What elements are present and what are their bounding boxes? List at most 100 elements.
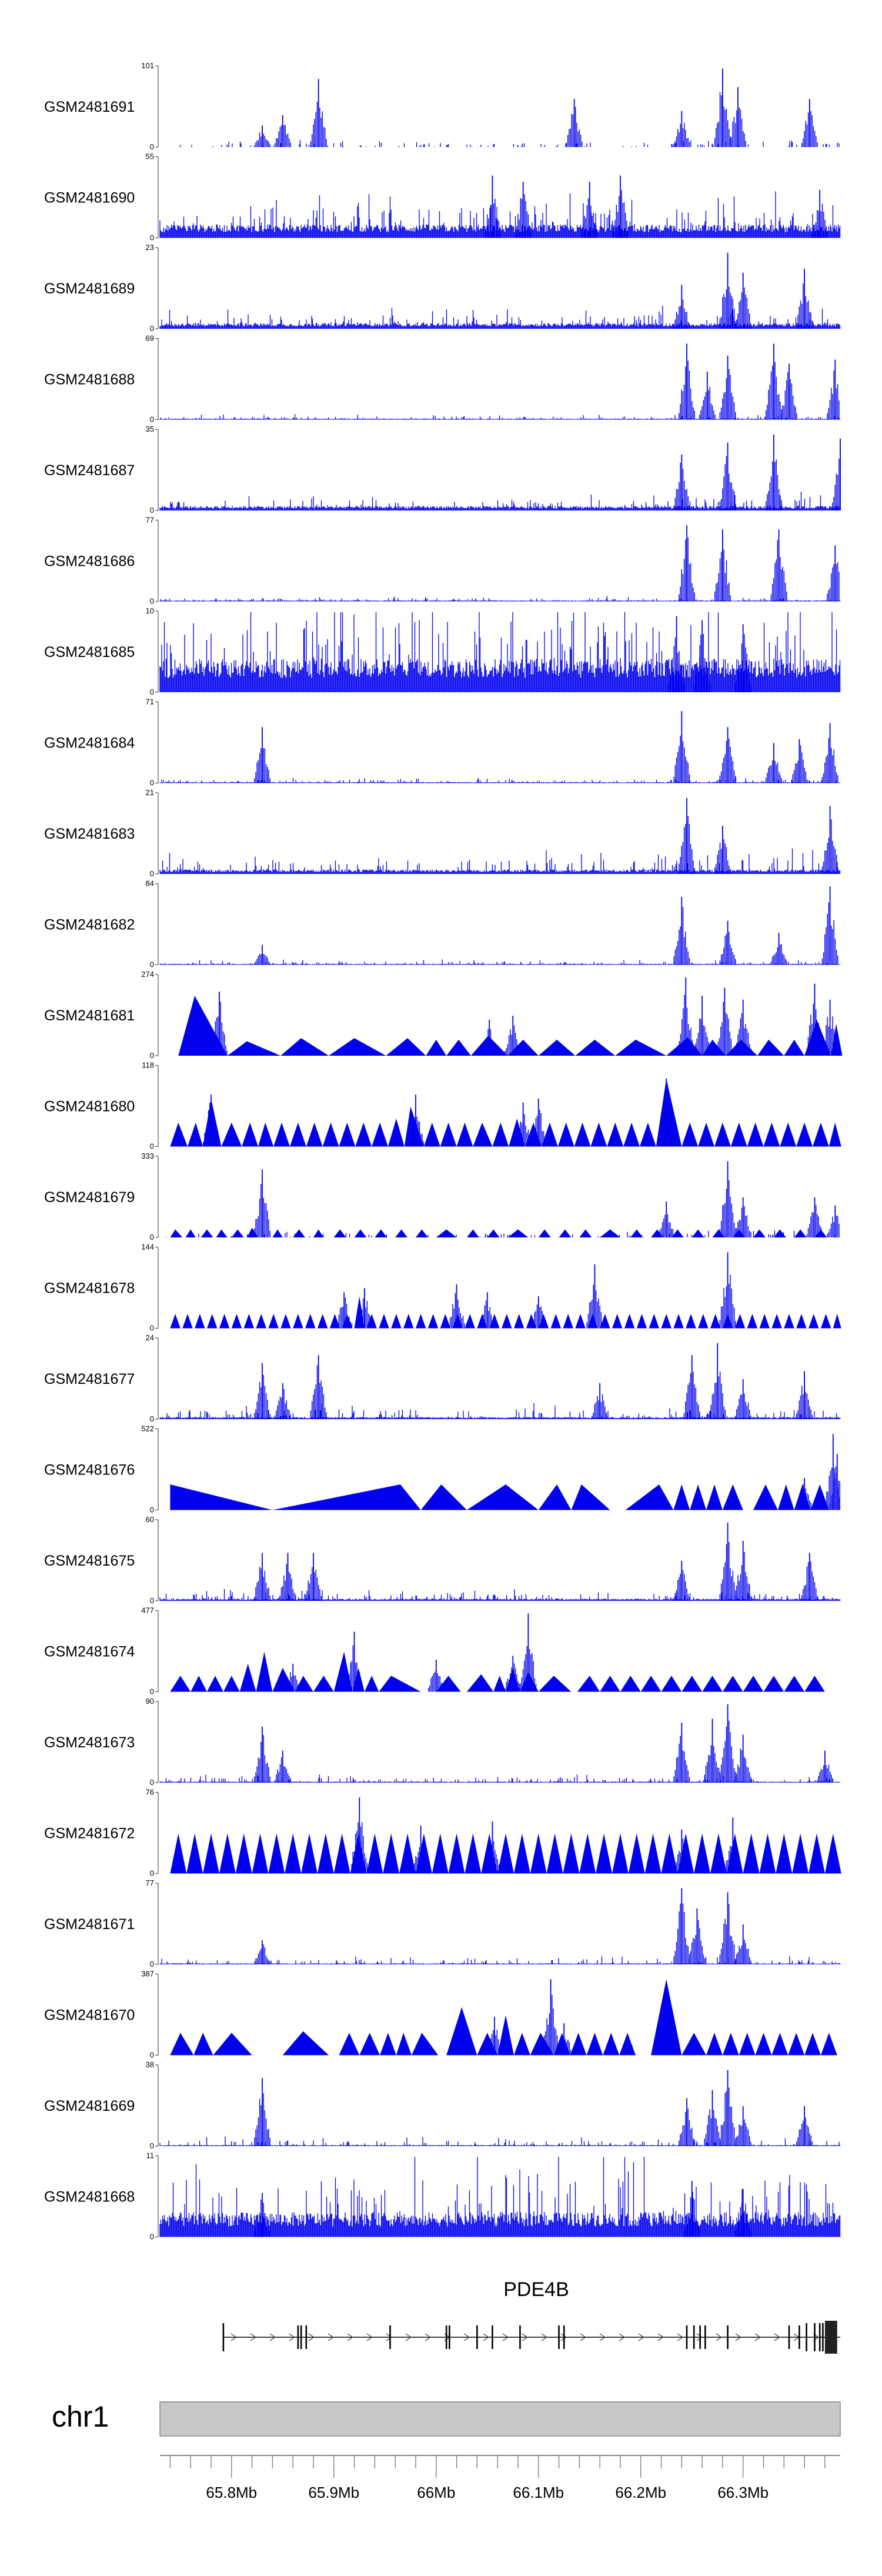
coverage-peak <box>282 2031 329 2056</box>
coverage-peak <box>379 1676 421 1692</box>
coverage-peak <box>780 1122 797 1147</box>
strand-arrow <box>483 2333 490 2341</box>
coverage-peak <box>466 1674 494 1692</box>
strand-arrow <box>638 2333 645 2341</box>
coverage-peak <box>193 2033 213 2056</box>
track-label: GSM2481684 <box>44 735 135 752</box>
track-label: GSM2481674 <box>44 1644 135 1660</box>
genome-axis-label: 66.3Mb <box>717 2484 769 2501</box>
coverage-peak <box>644 1833 662 1874</box>
coverage-peak <box>372 1122 388 1147</box>
coverage-peak <box>538 1484 572 1510</box>
coverage-peak <box>170 1229 183 1237</box>
strand-arrow <box>425 2333 432 2341</box>
coverage-peak <box>570 2033 587 2056</box>
coverage-peak <box>623 1122 640 1147</box>
coverage-peak <box>636 1314 647 1329</box>
gene-exon-cluster <box>824 2321 837 2354</box>
coverage-peak <box>339 1122 356 1147</box>
coverage-peak <box>375 1229 387 1237</box>
coverage-peak <box>619 2033 636 2056</box>
coverage-peak <box>216 1229 228 1237</box>
coverage-peak <box>423 1122 440 1147</box>
y-max-label: 77 <box>146 1878 154 1887</box>
coverage-peak <box>590 1122 607 1147</box>
strand-arrow <box>386 2333 393 2341</box>
coverage-peak <box>788 2033 805 2056</box>
coverage-peak <box>563 1833 580 1874</box>
coverage-peak <box>747 1314 758 1329</box>
signal-noise <box>159 596 841 602</box>
coverage-peak <box>706 1484 723 1510</box>
coverage-peak <box>722 1484 743 1510</box>
strand-arrow <box>580 2333 587 2341</box>
coverage-peak <box>784 1676 805 1692</box>
strand-arrow <box>328 2333 335 2341</box>
coverage-peak <box>753 1229 766 1237</box>
coverage-peak <box>364 1676 379 1692</box>
strand-arrow <box>308 2333 315 2341</box>
coverage-peak <box>383 1833 400 1874</box>
gene-model <box>222 2321 840 2354</box>
coverage-peak <box>739 2033 756 2056</box>
gene-exon <box>818 2323 821 2351</box>
coverage-peak <box>792 1833 809 1874</box>
coverage-peak <box>497 1833 514 1874</box>
gene-exon <box>699 2325 701 2349</box>
y-min-label: 0 <box>150 1778 154 1787</box>
coverage-peak <box>170 2033 194 2056</box>
y-min-label: 0 <box>150 597 154 606</box>
y-max-label: 71 <box>146 698 154 706</box>
strand-arrow <box>502 2333 509 2341</box>
coverage-peak <box>473 1122 493 1147</box>
coverage-peak <box>833 1314 841 1329</box>
coverage-peak <box>759 1833 776 1874</box>
strand-arrow <box>735 2333 742 2341</box>
y-max-label: 69 <box>146 334 154 343</box>
coverage-peak <box>513 2033 530 2056</box>
signal-noise <box>159 612 841 692</box>
coverage-peak <box>681 2033 707 2056</box>
coverage-peak <box>415 1229 428 1237</box>
coverage-peak <box>285 1833 302 1874</box>
coverage-peak <box>313 1676 334 1692</box>
y-min-label: 0 <box>150 233 154 242</box>
strand-arrow <box>230 2333 238 2341</box>
coverage-peak <box>427 1314 439 1329</box>
coverage-peak <box>280 1314 291 1329</box>
y-min-label: 0 <box>150 2051 154 2060</box>
coverage-peak <box>280 1038 329 1056</box>
coverage-peak <box>170 1484 273 1510</box>
strand-arrow <box>774 2333 781 2341</box>
strand-arrow <box>289 2333 296 2341</box>
track-GSM2481689: GSM2481689 23 0 <box>44 243 841 333</box>
coverage-peak <box>550 1314 562 1329</box>
coverage-peak <box>466 1484 539 1510</box>
coverage-peak <box>600 1229 620 1237</box>
coverage-peak <box>673 1484 690 1510</box>
gene-exon <box>300 2325 302 2349</box>
y-max-label: 274 <box>141 970 154 979</box>
coverage-peak <box>359 2033 380 2056</box>
strand-arrow <box>599 2333 606 2341</box>
coverage-peak <box>730 1122 747 1147</box>
y-max-label: 522 <box>141 1424 154 1433</box>
coverage-peak <box>231 1229 244 1237</box>
strand-arrow <box>677 2333 684 2341</box>
coverage-peak <box>743 1833 760 1874</box>
coverage-peak <box>426 1039 447 1056</box>
coverage-peak <box>201 1229 213 1237</box>
gene-exon <box>476 2325 478 2349</box>
coverage-peak <box>258 1122 274 1147</box>
gene-exon <box>389 2325 391 2349</box>
strand-arrow <box>619 2333 626 2341</box>
gene-exon <box>519 2325 521 2349</box>
track-GSM2481668: GSM2481668 11 0 <box>44 2151 841 2241</box>
coverage-peak <box>420 1484 467 1510</box>
coverage-peak <box>681 1676 703 1692</box>
coverage-peak <box>187 1122 203 1147</box>
coverage-peak <box>415 1314 426 1329</box>
chromosome-label: chr1 <box>52 2400 109 2433</box>
coverage-peak <box>577 1676 600 1692</box>
y-min-label: 0 <box>150 1051 154 1060</box>
